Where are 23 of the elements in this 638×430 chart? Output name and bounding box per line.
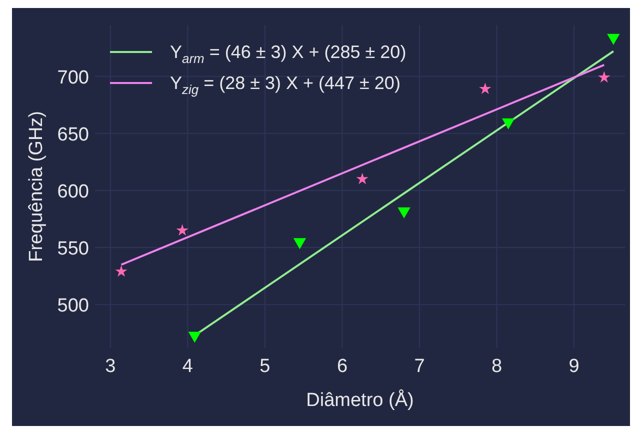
y-tick-label: 650 [57,124,89,146]
point [176,224,188,236]
x-axis-title: Diâmetro (Å) [306,389,414,411]
legend-label: Y$_{arm}$ = (46 ± 3) X + (285 ± 20) [170,42,406,66]
y-tick-label: 700 [57,67,89,88]
x-tick-label: 3 [105,356,116,377]
y-axis-title: Frequência (GHz) [26,111,47,262]
x-tick-label: 7 [414,356,425,377]
point [598,71,610,83]
x-tick-label: 6 [336,356,348,377]
y-tick-label: 550 [57,238,89,260]
x-tick-label: 4 [182,356,194,377]
point [188,332,202,343]
point [356,172,368,184]
x-tick-label: 8 [491,356,502,377]
x-tick-label: 5 [260,356,270,377]
legend-label: Y$_{zig}$ = (28 ± 3) X + (447 ± 20) [170,73,400,97]
y-tick-label: 500 [57,296,89,317]
point [398,207,410,218]
x-tick-label: 9 [568,356,580,377]
y-tick-label: 600 [57,181,89,202]
point [479,82,492,94]
point [293,238,306,250]
